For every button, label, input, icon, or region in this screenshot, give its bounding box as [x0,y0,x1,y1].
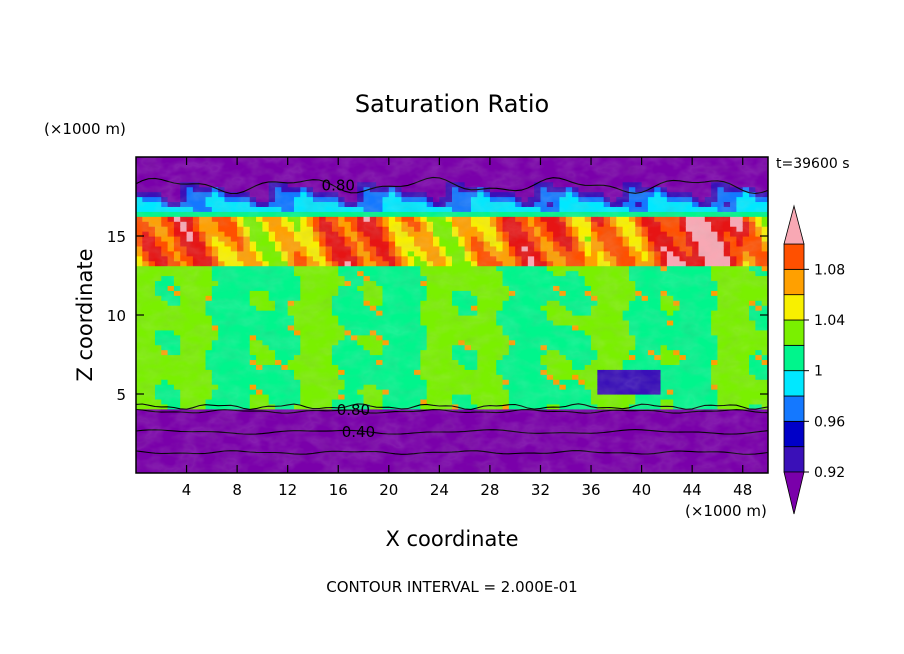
chart-title: Saturation Ratio [355,90,549,118]
time-label: t=39600 s [776,156,850,172]
y-unit-label: (×1000 m) [44,120,126,138]
